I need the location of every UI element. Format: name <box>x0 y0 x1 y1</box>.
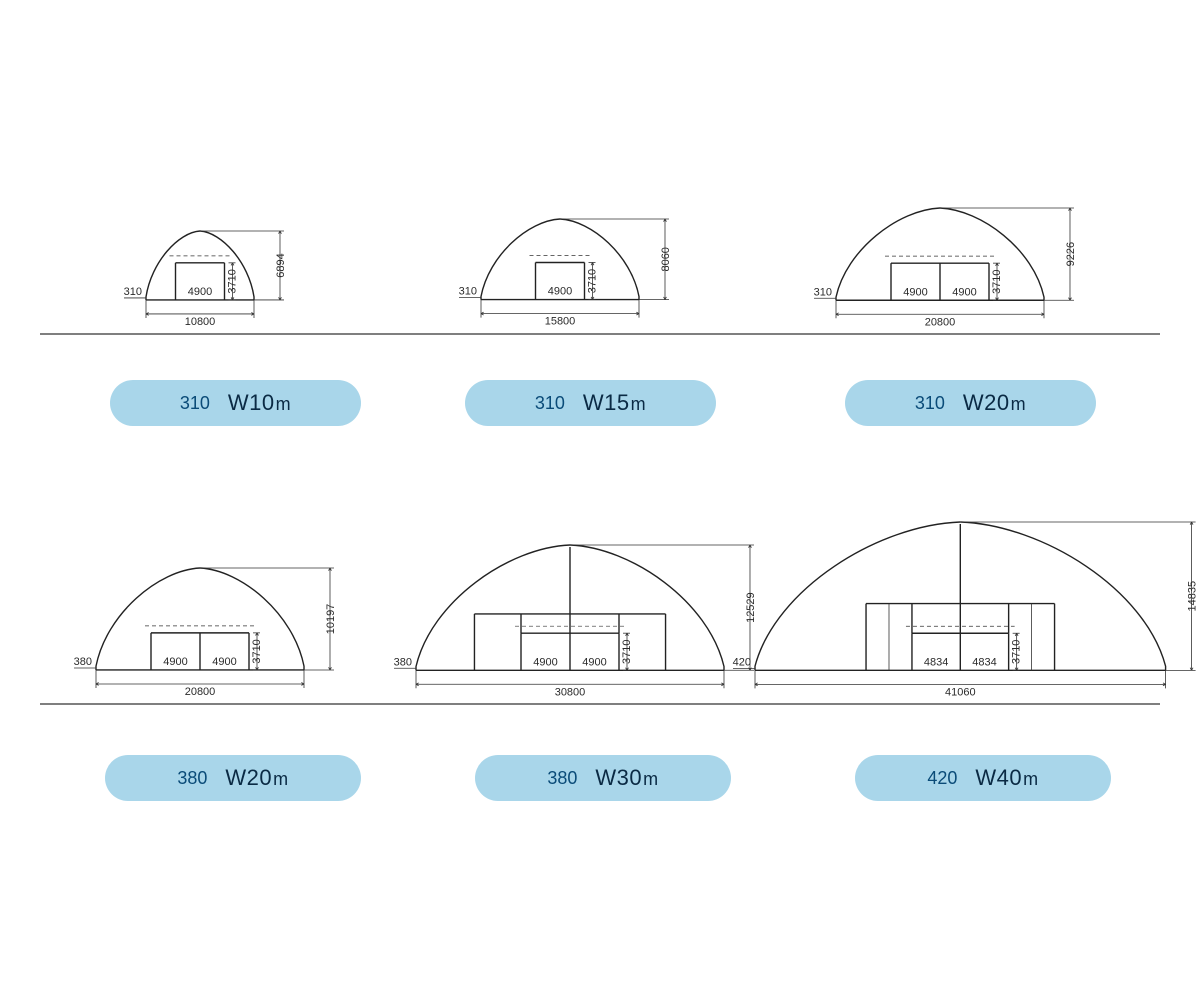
diagram-stage: 10800 4900 310 3710 6894 15800 4900 310 3710 8060… <box>0 0 1200 1000</box>
svg-text:310: 310 <box>124 286 142 298</box>
svg-text:310: 310 <box>459 286 477 298</box>
svg-text:4900: 4900 <box>163 656 187 668</box>
svg-text:30800: 30800 <box>555 686 586 698</box>
pill-num: 310 <box>535 393 565 414</box>
pill-num: 310 <box>180 393 210 414</box>
svg-text:20800: 20800 <box>925 316 956 328</box>
svg-text:8060: 8060 <box>660 247 672 271</box>
svg-text:6894: 6894 <box>275 253 287 277</box>
svg-text:4900: 4900 <box>533 656 557 668</box>
svg-text:380: 380 <box>394 656 412 668</box>
tent-f: 41060 4834 4834 420 3710 14835 <box>695 516 1200 724</box>
svg-text:14835: 14835 <box>1186 581 1198 612</box>
svg-text:4834: 4834 <box>972 656 996 668</box>
size-pill-c: 310 W20m <box>845 380 1096 426</box>
pill-width-label: W30m <box>595 765 658 791</box>
svg-text:41060: 41060 <box>945 686 976 698</box>
size-pill-d: 380 W20m <box>105 755 361 801</box>
size-pill-f: 420 W40m <box>855 755 1111 801</box>
pill-num: 310 <box>915 393 945 414</box>
svg-text:3710: 3710 <box>251 639 263 663</box>
svg-text:10800: 10800 <box>185 316 216 328</box>
svg-text:420: 420 <box>732 656 750 668</box>
svg-text:15800: 15800 <box>545 316 576 328</box>
size-pill-e: 380 W30m <box>475 755 731 801</box>
svg-text:4900: 4900 <box>188 286 212 298</box>
svg-text:4834: 4834 <box>924 656 948 668</box>
pill-width-label: W40m <box>975 765 1038 791</box>
svg-text:3710: 3710 <box>586 269 598 293</box>
svg-text:20800: 20800 <box>185 686 216 698</box>
pill-width-label: W15m <box>583 390 646 416</box>
svg-text:4900: 4900 <box>212 656 236 668</box>
pill-num: 380 <box>547 768 577 789</box>
pill-num: 380 <box>177 768 207 789</box>
svg-text:10197: 10197 <box>325 604 337 635</box>
size-pill-a: 310 W10m <box>110 380 361 426</box>
svg-text:9226: 9226 <box>1065 242 1077 266</box>
svg-text:4900: 4900 <box>582 656 606 668</box>
pill-width-label: W20m <box>963 390 1026 416</box>
size-pill-b: 310 W15m <box>465 380 716 426</box>
svg-text:4900: 4900 <box>548 286 572 298</box>
svg-text:3710: 3710 <box>226 269 238 293</box>
svg-text:3710: 3710 <box>1010 639 1022 663</box>
svg-text:4900: 4900 <box>952 286 976 298</box>
pill-width-label: W20m <box>225 765 288 791</box>
pill-width-label: W10m <box>228 390 291 416</box>
svg-text:380: 380 <box>74 656 92 668</box>
svg-text:310: 310 <box>814 286 832 298</box>
pill-num: 420 <box>927 768 957 789</box>
svg-text:3710: 3710 <box>991 269 1003 293</box>
svg-text:4900: 4900 <box>903 286 927 298</box>
tent-d: 20800 4900 4900 380 3710 10197 <box>36 562 364 724</box>
svg-text:3710: 3710 <box>621 639 633 663</box>
